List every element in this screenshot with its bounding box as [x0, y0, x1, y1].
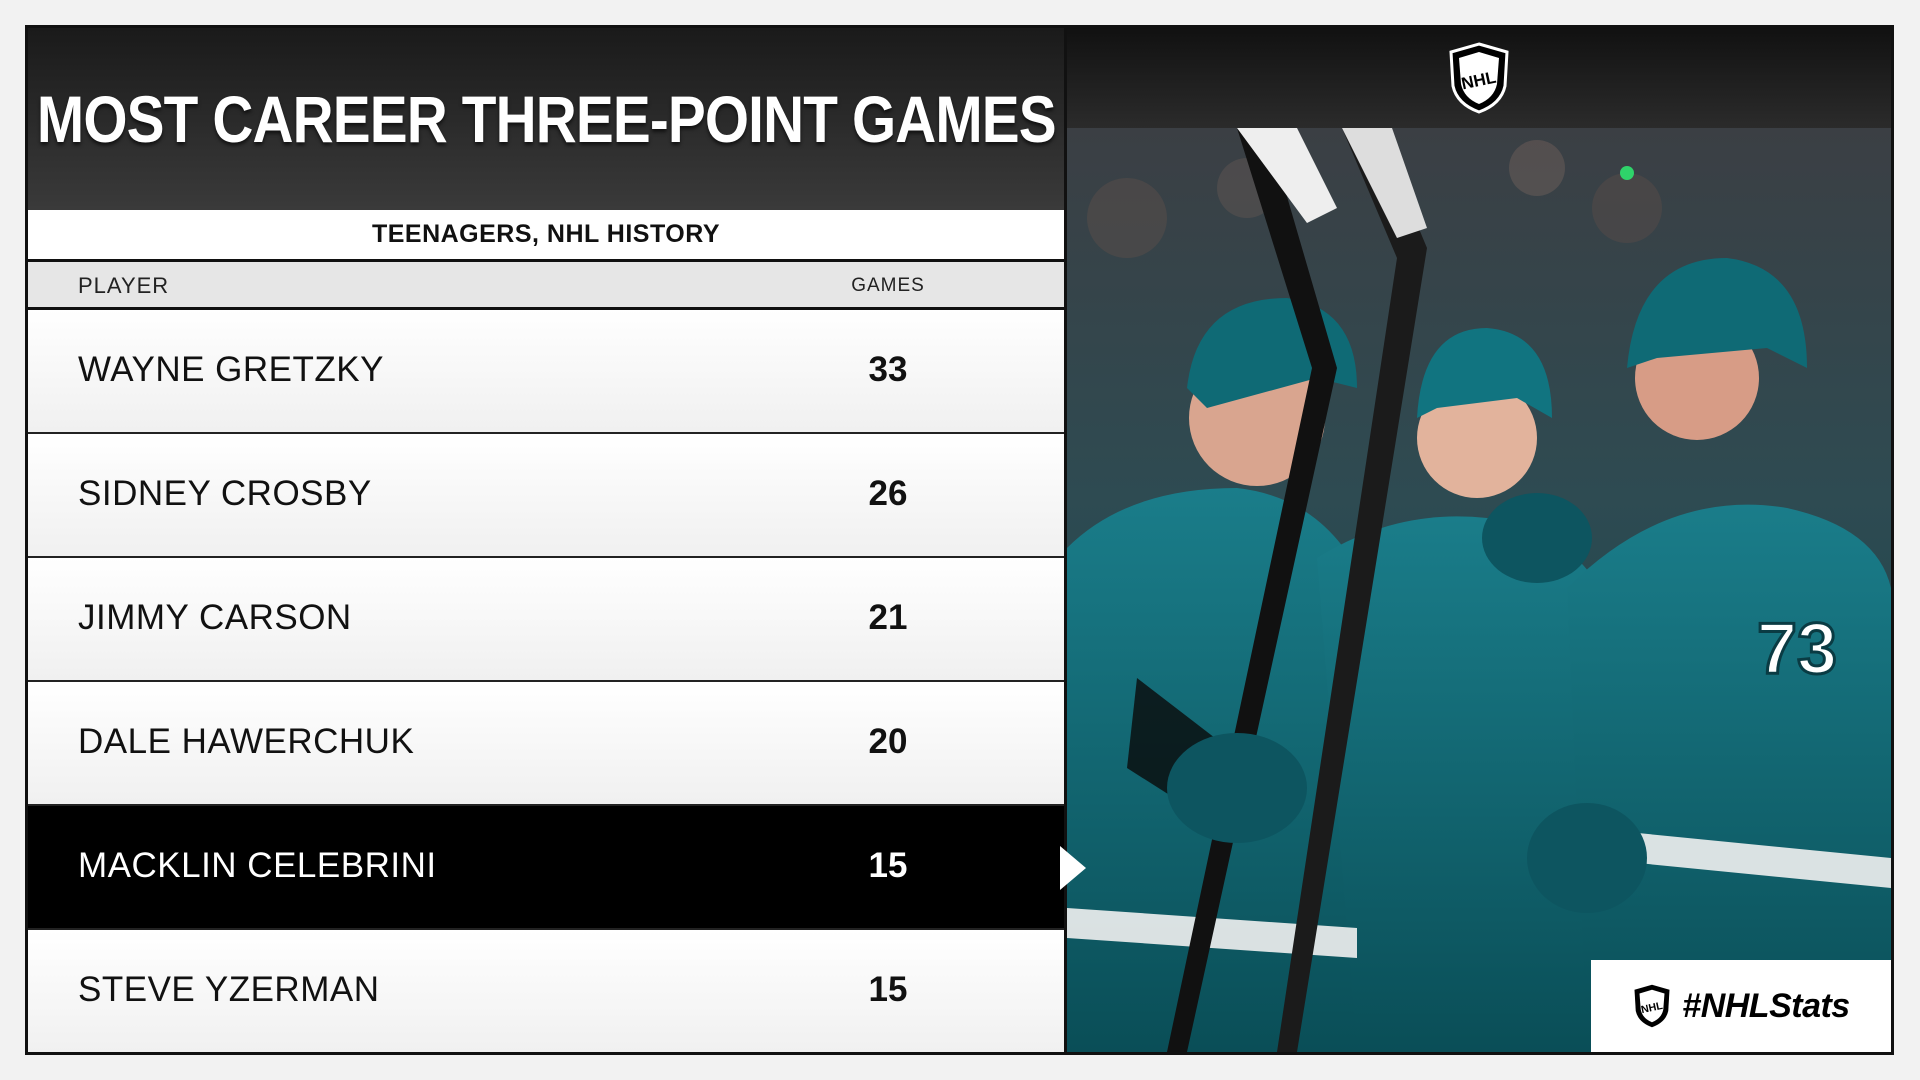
graphic-subtitle: TEENAGERS, NHL HISTORY [371, 220, 721, 248]
graphic-title: MOST CAREER THREE-POINT GAMES [36, 82, 1057, 156]
player-name: SIDNEY CROSBY [78, 474, 372, 513]
games-value: 15 [868, 846, 908, 885]
nhl-shield-icon: NHL [1449, 42, 1509, 114]
games-value: 15 [868, 970, 908, 1009]
nhl-shield-icon: NHL [1634, 984, 1670, 1028]
photo-panel: NHL [1067, 28, 1891, 1052]
table-row: JIMMY CARSON 21 [28, 558, 1064, 682]
games-value: 33 [868, 350, 908, 389]
table-row: STEVE YZERMAN 15 [28, 930, 1064, 1052]
column-header-games: GAMES [851, 275, 925, 296]
hashtag-tag: NHL #NHLStats [1591, 960, 1891, 1052]
svg-text:73: 73 [1757, 609, 1837, 689]
graphic-frame: MOST CAREER THREE-POINT GAMES TEENAGERS,… [25, 25, 1894, 1055]
table-header: PLAYER GAMES [28, 262, 1064, 310]
panel-divider [1064, 28, 1067, 1052]
stats-table-panel: MOST CAREER THREE-POINT GAMES TEENAGERS,… [28, 28, 1086, 1052]
player-name: DALE HAWERCHUK [78, 722, 415, 761]
table-row: SIDNEY CROSBY 26 [28, 434, 1064, 558]
svg-text:NHL: NHL [1640, 1000, 1664, 1016]
games-value: 21 [868, 598, 908, 637]
player-name: STEVE YZERMAN [78, 970, 380, 1009]
games-value: 26 [868, 474, 908, 513]
hashtag-text: #NHLStats [1682, 986, 1850, 1025]
player-name: MACKLIN CELEBRINI [78, 846, 437, 885]
table-row-highlighted: MACKLIN CELEBRINI 15 [28, 806, 1086, 930]
subtitle-bar: TEENAGERS, NHL HISTORY [28, 210, 1064, 262]
table-row: DALE HAWERCHUK 20 [28, 682, 1064, 806]
player-name: WAYNE GRETZKY [78, 350, 384, 389]
highlight-arrow-icon [1060, 846, 1086, 890]
player-name: JIMMY CARSON [78, 598, 352, 637]
table-body: WAYNE GRETZKY 33 SIDNEY CROSBY 26 JIMMY … [28, 310, 1086, 1052]
games-value: 20 [868, 722, 908, 761]
sharks-players-photo: 73 NHL #NHLStats [1067, 128, 1891, 1052]
players-illustration: 73 [1067, 128, 1891, 1052]
logo-bar: NHL [1067, 28, 1891, 128]
column-header-player: PLAYER [78, 273, 170, 298]
table-row: WAYNE GRETZKY 33 [28, 310, 1064, 434]
title-bar: MOST CAREER THREE-POINT GAMES [28, 28, 1064, 210]
